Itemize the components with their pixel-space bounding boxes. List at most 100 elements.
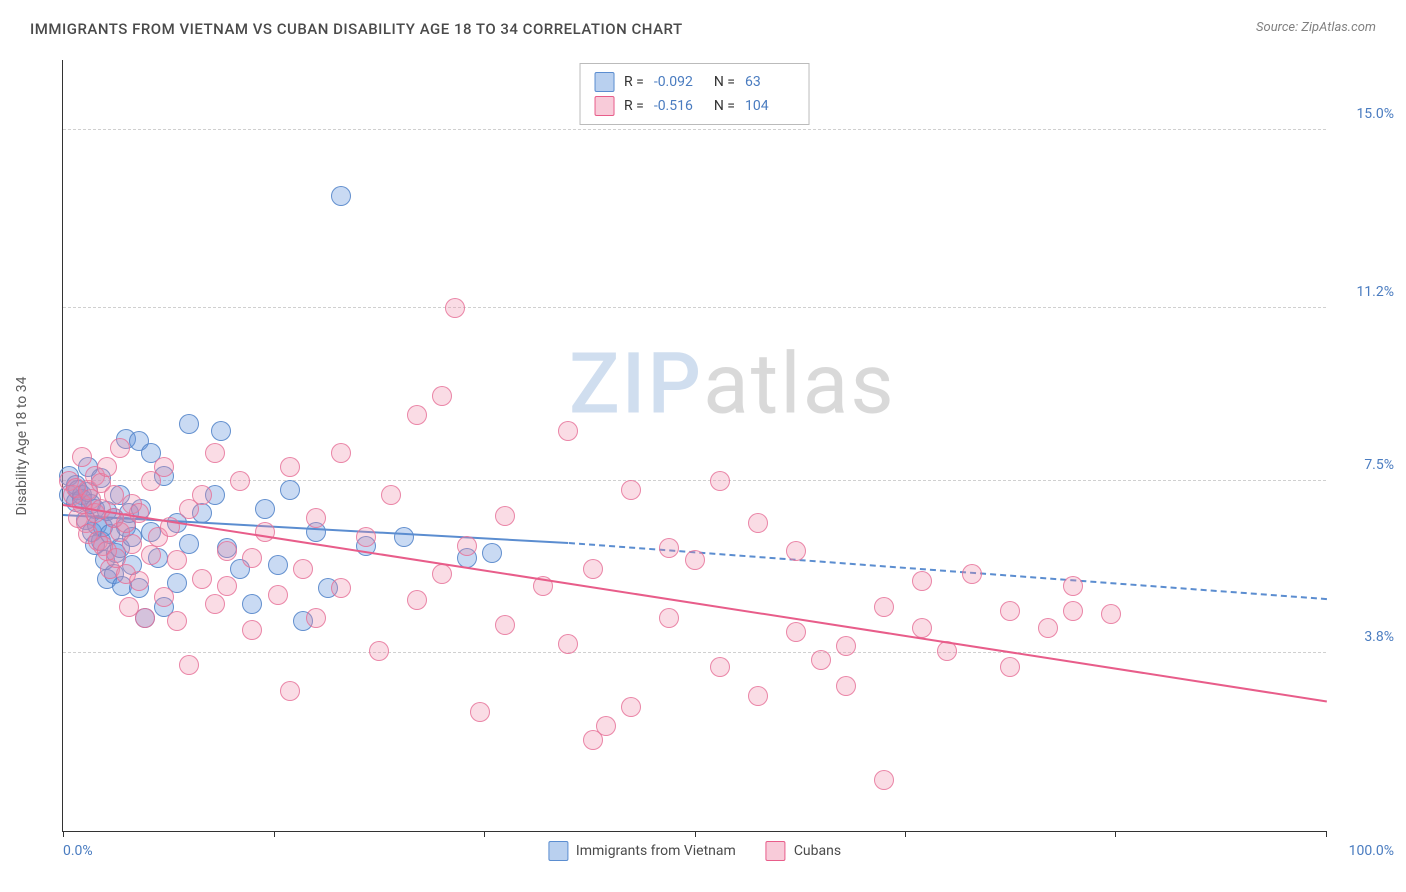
trendline [569,542,1328,600]
data-point [192,485,212,505]
data-point [1000,657,1020,677]
x-axis-min-label: 0.0% [63,843,93,859]
y-tick-label: 15.0% [1356,106,1394,122]
legend-series: Immigrants from Vietnam Cubans [548,841,841,861]
gridline [63,480,1326,481]
x-tick-mark [905,831,906,837]
data-point [97,457,117,477]
data-point [912,571,932,591]
x-tick-mark [274,831,275,837]
gridline [63,129,1326,130]
data-point [192,569,212,589]
data-point [457,536,477,556]
data-point [659,608,679,628]
data-point [268,555,288,575]
x-tick-mark [1115,831,1116,837]
data-point [1038,618,1058,638]
data-point [583,559,603,579]
data-point [217,541,237,561]
data-point [836,636,856,656]
legend-item-vietnam: Immigrants from Vietnam [548,841,736,861]
data-point [242,620,262,640]
swatch-pink-icon [766,841,786,861]
data-point [685,550,705,570]
data-point [495,506,515,526]
data-point [369,641,389,661]
swatch-pink-icon [594,96,614,116]
data-point [205,443,225,463]
data-point [306,508,326,528]
legend-row-vietnam: R = -0.092 N = 63 [594,70,795,94]
data-point [110,438,130,458]
data-point [470,702,490,722]
data-point [167,550,187,570]
data-point [141,545,161,565]
data-point [129,571,149,591]
data-point [786,541,806,561]
data-point [558,421,578,441]
data-point [558,634,578,654]
data-point [432,564,452,584]
data-point [407,405,427,425]
data-point [596,716,616,736]
legend-label-cubans: Cubans [794,843,841,859]
r-value-cubans: -0.516 [654,98,704,114]
data-point [154,457,174,477]
data-point [407,590,427,610]
data-point [268,585,288,605]
r-label: R = [624,98,644,114]
data-point [179,414,199,434]
legend-item-cubans: Cubans [766,841,841,861]
data-point [306,608,326,628]
y-axis-label: Disability Age 18 to 34 [14,377,30,516]
data-point [659,538,679,558]
data-point [1000,601,1020,621]
data-point [293,559,313,579]
y-tick-label: 7.5% [1364,457,1394,473]
data-point [255,522,275,542]
legend-stats: R = -0.092 N = 63 R = -0.516 N = 104 [579,63,810,125]
data-point [1063,601,1083,621]
data-point [621,697,641,717]
chart-container: Disability Age 18 to 34 ZIPatlas R = -0.… [50,60,1326,832]
x-tick-mark [484,831,485,837]
data-point [280,681,300,701]
data-point [748,513,768,533]
data-point [748,686,768,706]
data-point [394,527,414,547]
gridline [63,307,1326,308]
data-point [811,650,831,670]
data-point [242,594,262,614]
data-point [167,611,187,631]
source-label: Source: ZipAtlas.com [1256,20,1376,35]
n-label: N = [714,74,735,90]
r-value-vietnam: -0.092 [654,74,704,90]
data-point [1101,604,1121,624]
data-point [104,485,124,505]
data-point [962,564,982,584]
data-point [280,457,300,477]
data-point [135,608,155,628]
data-point [445,298,465,318]
data-point [836,676,856,696]
watermark-zip: ZIP [569,334,703,433]
data-point [432,386,452,406]
data-point [331,578,351,598]
data-point [217,576,237,596]
data-point [621,480,641,500]
swatch-blue-icon [548,841,568,861]
data-point [912,618,932,638]
data-point [786,622,806,642]
x-tick-mark [1326,831,1327,837]
data-point [874,770,894,790]
data-point [154,587,174,607]
data-point [331,186,351,206]
watermark: ZIPatlas [569,334,896,433]
data-point [710,471,730,491]
data-point [242,548,262,568]
x-tick-mark [695,831,696,837]
legend-label-vietnam: Immigrants from Vietnam [576,843,736,859]
data-point [495,615,515,635]
r-label: R = [624,74,644,90]
data-point [255,499,275,519]
